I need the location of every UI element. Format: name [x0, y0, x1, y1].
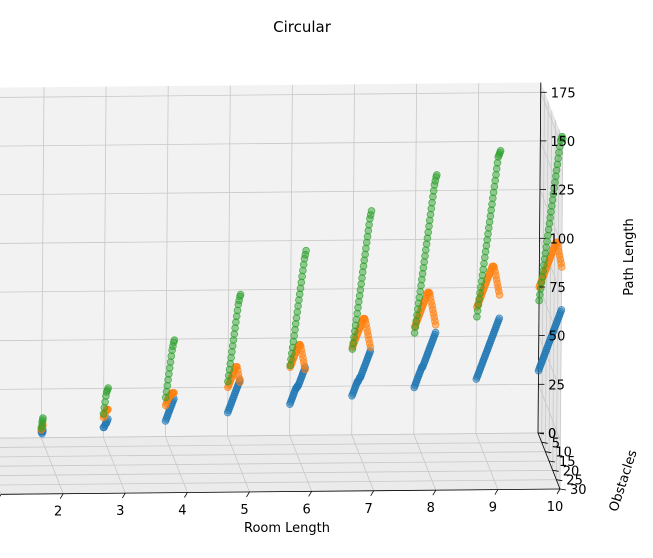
x-tick-mark	[370, 490, 375, 497]
grid-line	[0, 383, 539, 390]
x-tick-label: 6	[302, 502, 310, 517]
data-point	[557, 263, 566, 271]
data-point	[557, 306, 566, 314]
y-tick-mark	[541, 441, 548, 444]
data-point	[236, 290, 245, 299]
data-point	[302, 246, 310, 255]
data-point	[39, 414, 47, 422]
x-tick-mark	[59, 493, 64, 499]
z-axis-line	[537, 82, 542, 434]
data-point	[558, 134, 567, 143]
x-tick-mark	[121, 492, 126, 499]
x-tick-label: 9	[489, 501, 497, 516]
x-tick-mark	[0, 494, 2, 497]
z-tick-label: 175	[551, 86, 576, 101]
x-tick-mark	[308, 491, 312, 497]
y-tick-label: 0	[548, 427, 556, 442]
z-tick-label: 125	[550, 184, 575, 199]
z-tick-label: 150	[550, 135, 575, 150]
x-tick-mark	[556, 488, 561, 495]
grid-line	[538, 384, 561, 441]
grid-line	[0, 237, 540, 244]
x-tick-label: 4	[178, 504, 186, 519]
data-point	[431, 320, 440, 329]
x-tick-mark	[494, 489, 499, 495]
data-point	[236, 378, 244, 386]
z-tick-label: 25	[548, 378, 565, 393]
grid-line	[0, 286, 540, 293]
x-axis-line	[1, 488, 561, 495]
grid-line	[0, 189, 541, 196]
data-point	[495, 291, 504, 299]
z-tick-label: 100	[550, 232, 575, 247]
z-tick-label: 50	[549, 330, 566, 345]
x-tick-label: 7	[365, 502, 373, 517]
x-axis-label: Room Length	[244, 521, 330, 536]
x-tick-label: 3	[116, 504, 124, 519]
grid-line	[0, 91, 541, 98]
data-point	[432, 171, 441, 179]
y-tick-label: 10	[555, 446, 572, 461]
data-point	[301, 365, 309, 374]
data-point	[431, 328, 440, 337]
y-tick-mark	[548, 460, 556, 463]
data-point	[366, 343, 375, 352]
data-point	[170, 336, 179, 345]
grid-line	[0, 335, 539, 342]
y-tick-label: 15	[559, 455, 576, 470]
z-tick-label: 75	[549, 281, 566, 296]
grid-line	[0, 432, 539, 439]
y-tick-label: 5	[552, 436, 560, 451]
data-point	[495, 314, 504, 323]
y-tick-mark	[556, 479, 563, 482]
grid-line	[0, 451, 546, 458]
chart-title: Circular	[273, 18, 332, 36]
tick-labels: 1098765432105101520253002550751001251501…	[0, 86, 587, 520]
grid-line	[0, 460, 550, 467]
y-tick-label: 30	[570, 483, 587, 498]
data-point	[367, 207, 376, 215]
grid-line	[0, 140, 541, 147]
grid-line	[540, 140, 563, 198]
x-tick-mark	[246, 491, 250, 498]
y-tick-mark	[559, 488, 567, 491]
data-point	[496, 147, 505, 155]
x-tick-mark	[432, 489, 437, 496]
y-tick-mark	[552, 469, 559, 472]
data-point	[170, 388, 178, 397]
grid-line	[0, 469, 553, 476]
x-tick-mark	[184, 492, 188, 498]
y-tick-label: 20	[563, 464, 580, 479]
y-tick-label: 25	[566, 474, 583, 489]
x-tick-label: 5	[240, 503, 248, 518]
data-points	[37, 132, 567, 438]
back-pane	[0, 82, 541, 439]
z-axis-label: Path Length	[622, 218, 637, 296]
grid-line	[538, 335, 562, 392]
z-tick-label: 0	[548, 427, 556, 442]
data-point	[104, 384, 112, 392]
y-tick-mark	[545, 451, 552, 454]
grid-line	[0, 441, 542, 448]
x-tick-label: 8	[427, 501, 435, 516]
grid-line	[0, 479, 557, 486]
x-tick-label: 2	[54, 505, 62, 520]
x-tick-label: 10	[547, 500, 564, 515]
